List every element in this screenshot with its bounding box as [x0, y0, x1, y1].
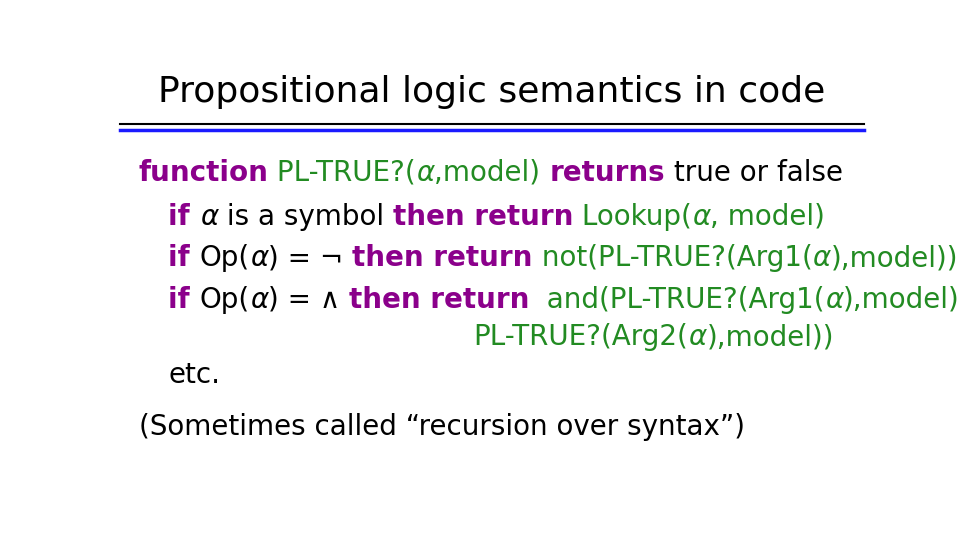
Text: PL-TRUE?(Arg2(: PL-TRUE?(Arg2(: [473, 323, 688, 351]
Text: α: α: [250, 286, 268, 314]
Text: ),model),: ),model),: [843, 286, 960, 314]
Text: if: if: [168, 286, 200, 314]
Text: ,model): ,model): [434, 159, 549, 187]
Text: ) = ¬: ) = ¬: [268, 244, 352, 272]
Text: α: α: [825, 286, 843, 314]
Text: Op(: Op(: [200, 286, 250, 314]
Text: ),model)): ),model)): [707, 323, 834, 351]
Text: if: if: [168, 202, 200, 231]
Text: Propositional logic semantics in code: Propositional logic semantics in code: [158, 75, 826, 109]
Text: function: function: [138, 159, 269, 187]
Text: and(PL-TRUE?(Arg1(: and(PL-TRUE?(Arg1(: [530, 286, 825, 314]
Text: α: α: [200, 202, 218, 231]
Text: not(PL-TRUE?(Arg1(: not(PL-TRUE?(Arg1(: [533, 244, 812, 272]
Text: true or false: true or false: [665, 159, 843, 187]
Text: PL-TRUE?(: PL-TRUE?(: [269, 159, 416, 187]
Text: if: if: [168, 244, 200, 272]
Text: returns: returns: [549, 159, 665, 187]
Text: (Sometimes called “recursion over syntax”): (Sometimes called “recursion over syntax…: [138, 413, 745, 441]
Text: α: α: [688, 323, 707, 351]
Text: etc.: etc.: [168, 361, 221, 389]
Text: ) = ∧: ) = ∧: [268, 286, 349, 314]
Text: is a symbol: is a symbol: [218, 202, 393, 231]
Text: Lookup(: Lookup(: [573, 202, 692, 231]
Text: then return: then return: [352, 244, 533, 272]
Text: ),model)): ),model)): [830, 244, 958, 272]
Text: then return: then return: [393, 202, 573, 231]
Text: α: α: [416, 159, 434, 187]
Text: Op(: Op(: [200, 244, 250, 272]
Text: then return: then return: [349, 286, 530, 314]
Text: , model): , model): [710, 202, 826, 231]
Text: α: α: [812, 244, 830, 272]
Text: α: α: [250, 244, 268, 272]
Text: α: α: [692, 202, 710, 231]
